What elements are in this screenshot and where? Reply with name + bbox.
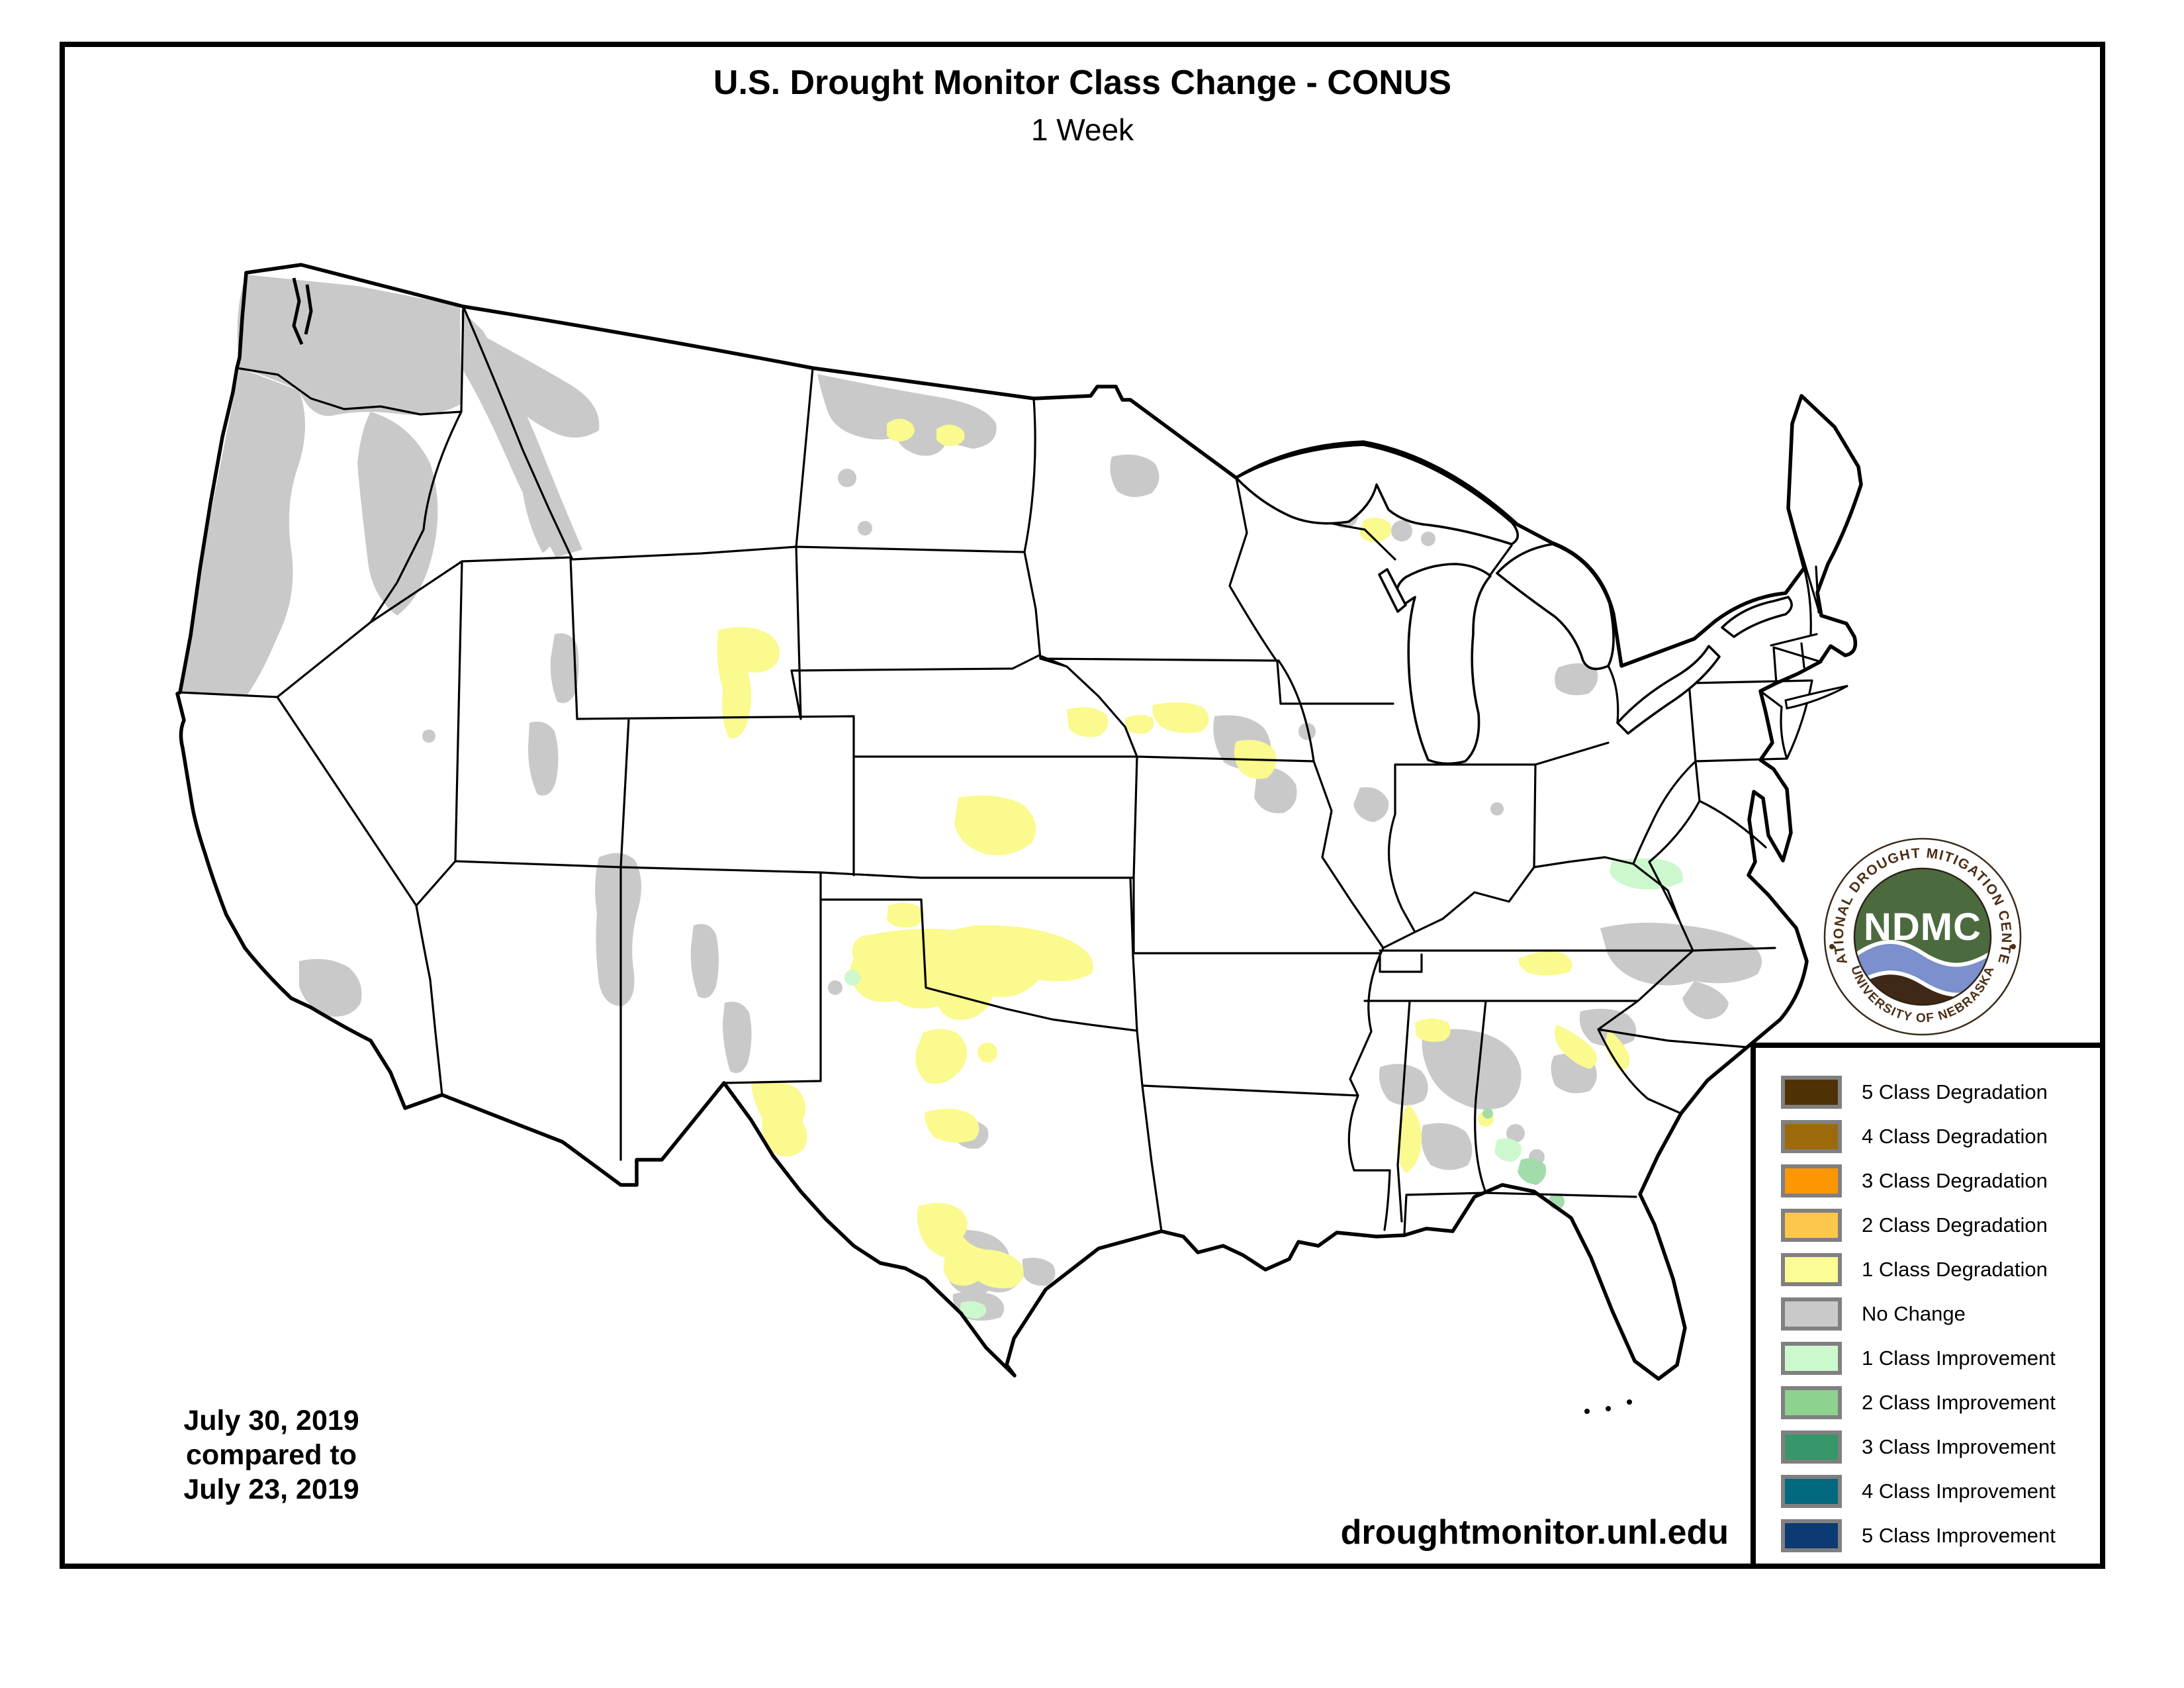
legend-label: 2 Class Improvement: [1862, 1390, 2056, 1414]
date-compared-label: compared to: [185, 1439, 357, 1471]
lake-erie: [1616, 645, 1721, 735]
legend-row: 3 Class Degradation: [1781, 1158, 2100, 1203]
logo-left-dot: [1829, 944, 1835, 949]
legend-row: 2 Class Degradation: [1781, 1203, 2100, 1247]
source-url: droughtmonitor.unl.edu: [1340, 1513, 1729, 1552]
legend-swatch-1-class-degradation: [1781, 1252, 1842, 1286]
legend-row: No Change: [1781, 1291, 2100, 1336]
legend-label: 3 Class Improvement: [1862, 1434, 2056, 1458]
logo-right-dot: [2011, 944, 2016, 949]
legend-swatch-4-class-degradation: [1781, 1119, 1842, 1153]
date-previous: July 23, 2019: [183, 1474, 359, 1505]
conus-outline: [175, 263, 1863, 1381]
comparison-dates: July 30, 2019 compared to July 23, 2019: [132, 1403, 410, 1507]
legend-row: 2 Class Improvement: [1781, 1380, 2100, 1425]
legend-label: 4 Class Improvement: [1862, 1479, 2056, 1503]
legend-row: 5 Class Improvement: [1781, 1513, 2100, 1558]
green-bay: [1378, 568, 1407, 613]
date-current: July 30, 2019: [183, 1405, 359, 1436]
legend-label: 1 Class Degradation: [1862, 1257, 2048, 1281]
legend-swatch-3-class-improvement: [1781, 1430, 1842, 1464]
puget-sound: [292, 277, 313, 345]
legend-row: 4 Class Improvement: [1781, 1469, 2100, 1513]
logo-ndmc-text: NDMC: [1864, 906, 1981, 949]
legend-row: 4 Class Degradation: [1781, 1114, 2100, 1158]
legend-label: No Change: [1862, 1301, 1966, 1325]
legend-row: 1 Class Degradation: [1781, 1247, 2100, 1291]
state-borders: [179, 305, 1823, 1234]
great-lakes: [1235, 444, 1793, 765]
lake-ontario: [1721, 596, 1793, 638]
legend-row: 1 Class Improvement: [1781, 1336, 2100, 1380]
legend-label: 1 Class Improvement: [1862, 1346, 2056, 1370]
legend-swatch-2-class-degradation: [1781, 1208, 1842, 1242]
legend-row: 5 Class Degradation: [1781, 1070, 2100, 1114]
title-block: U.S. Drought Monitor Class Change - CONU…: [60, 63, 2105, 148]
lake-huron: [1496, 543, 1615, 671]
long-island: [1784, 684, 1848, 710]
legend-label: 2 Class Degradation: [1862, 1213, 2048, 1237]
legend-swatch-1-class-improvement: [1781, 1341, 1842, 1375]
no-change-patches: [180, 275, 1762, 1321]
florida-keys: [1584, 1399, 1632, 1414]
legend-swatch-no-change: [1781, 1297, 1842, 1331]
lake-superior: [1235, 444, 1520, 545]
legend-label: 4 Class Degradation: [1862, 1124, 2048, 1148]
page-title: U.S. Drought Monitor Class Change - CONU…: [713, 64, 1452, 102]
legend-swatch-5-class-improvement: [1781, 1519, 1842, 1552]
lake-michigan: [1396, 563, 1492, 765]
legend-box: 5 Class Degradation 4 Class Degradation …: [1751, 1043, 2105, 1569]
legend-swatch-5-class-degradation: [1781, 1075, 1842, 1109]
ndmc-logo: NDMC NATIONAL DROUGHT MITIGATION CENTER …: [0, 0, 2022, 1036]
legend-label: 5 Class Degradation: [1862, 1080, 2048, 1103]
legend-row: 3 Class Improvement: [1781, 1425, 2100, 1469]
legend-label: 5 Class Improvement: [1862, 1523, 2056, 1547]
legend-swatch-3-class-degradation: [1781, 1164, 1842, 1197]
legend-label: 3 Class Degradation: [1862, 1168, 2048, 1192]
page-subtitle: 1 Week: [1030, 113, 1134, 147]
legend-swatch-2-class-improvement: [1781, 1385, 1842, 1419]
legend-swatch-4-class-improvement: [1781, 1474, 1842, 1508]
